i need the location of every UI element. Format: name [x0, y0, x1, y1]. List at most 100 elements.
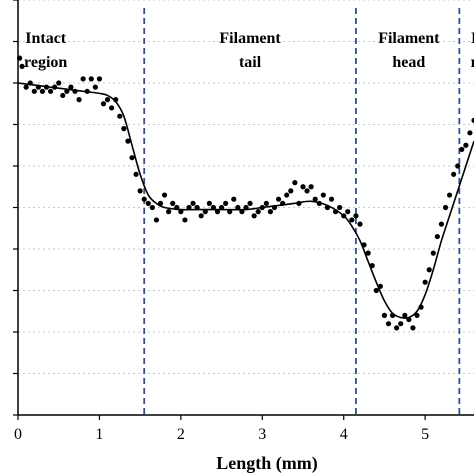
data-point — [141, 196, 147, 202]
data-point — [467, 130, 473, 136]
data-point — [157, 200, 164, 206]
data-point — [284, 192, 290, 198]
data-point — [312, 196, 318, 202]
x-axis-title: Length (mm) — [216, 453, 318, 474]
data-point — [210, 204, 217, 211]
data-point — [214, 209, 221, 215]
data-point — [426, 267, 432, 273]
data-point — [398, 321, 404, 327]
data-point — [100, 101, 107, 107]
data-point — [47, 88, 54, 94]
region-label: I — [471, 30, 474, 47]
data-point — [170, 200, 176, 206]
region-label: region — [24, 54, 67, 71]
fit-line — [17, 82, 474, 319]
data-point — [239, 209, 245, 215]
data-point — [52, 84, 58, 90]
data-point — [149, 204, 155, 211]
region-labels: Intact region Filament tail Filament head Ir — [24, 30, 474, 71]
data-point — [442, 204, 449, 211]
data-point — [357, 221, 363, 227]
data-point — [96, 76, 103, 82]
data-point — [377, 283, 383, 289]
data-point — [19, 63, 25, 69]
data-point — [145, 200, 151, 206]
data-point — [255, 209, 261, 215]
data-points-series — [17, 55, 474, 331]
gridlines — [18, 0, 474, 374]
data-point — [104, 97, 111, 103]
region-label: Filament — [378, 30, 440, 47]
x-tick-label: 3 — [258, 426, 266, 443]
data-point — [72, 88, 78, 94]
data-point — [223, 200, 229, 206]
data-point — [434, 233, 440, 240]
data-point — [84, 88, 90, 94]
data-point — [206, 200, 212, 206]
data-point — [381, 312, 388, 318]
data-point — [121, 126, 127, 132]
data-point — [23, 84, 29, 90]
data-point — [109, 105, 115, 111]
data-point — [247, 200, 253, 206]
data-point — [300, 184, 306, 190]
data-point — [198, 213, 204, 219]
data-point — [438, 221, 445, 227]
region-label: Filament — [219, 30, 281, 47]
data-point — [178, 209, 184, 215]
data-point — [271, 204, 278, 211]
data-point — [227, 209, 233, 215]
data-point — [231, 196, 237, 202]
data-point — [304, 188, 310, 194]
data-point — [422, 279, 428, 285]
region-label: Intact — [25, 30, 67, 47]
data-point — [31, 88, 37, 94]
data-point — [263, 200, 269, 206]
data-point — [385, 321, 392, 327]
region-label: r — [470, 54, 474, 71]
data-point — [296, 200, 302, 206]
data-point — [56, 80, 62, 86]
data-point — [446, 192, 453, 198]
data-point — [218, 204, 225, 211]
data-point — [64, 88, 70, 94]
x-tick-label: 1 — [95, 426, 103, 443]
data-point — [365, 250, 371, 256]
data-point — [369, 263, 375, 269]
data-point — [332, 209, 339, 215]
data-point — [117, 113, 123, 119]
data-point — [280, 200, 286, 206]
data-point — [361, 242, 367, 248]
data-point — [430, 250, 436, 256]
region-boundaries — [143, 8, 461, 415]
data-point — [451, 171, 457, 177]
region-label: head — [392, 54, 425, 71]
data-point — [337, 204, 343, 211]
data-point — [76, 97, 82, 103]
data-point — [194, 204, 200, 211]
data-point — [345, 209, 351, 215]
data-point — [308, 184, 314, 190]
data-point — [27, 80, 33, 86]
data-point — [190, 200, 196, 206]
data-point — [80, 76, 86, 82]
data-point — [133, 171, 139, 177]
data-point — [320, 192, 326, 198]
data-point — [174, 204, 180, 211]
data-point — [166, 209, 172, 215]
data-point — [267, 209, 274, 215]
data-point — [60, 92, 66, 99]
data-point — [186, 204, 192, 211]
data-point — [129, 155, 135, 161]
data-point — [292, 180, 298, 186]
data-point — [406, 316, 412, 323]
axes: 0 1 2 3 4 5 — [13, 0, 474, 443]
data-point — [341, 213, 347, 219]
data-point — [410, 325, 416, 331]
data-point — [113, 97, 119, 103]
data-point — [316, 200, 322, 206]
data-point — [353, 213, 359, 219]
x-tick-label: 0 — [14, 426, 22, 443]
data-point — [43, 84, 50, 90]
